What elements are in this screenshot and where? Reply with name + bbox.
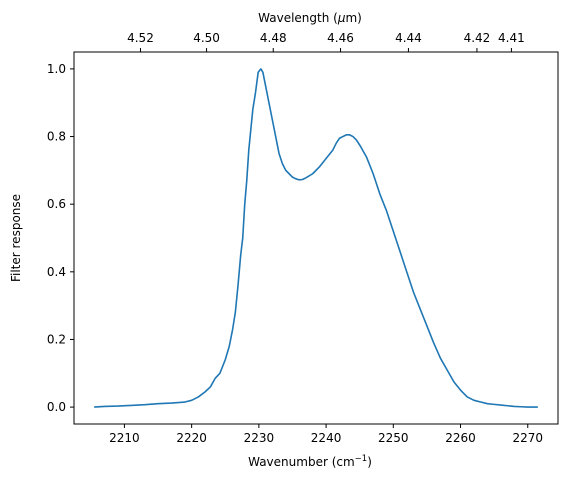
top-tick-label: 4.50	[193, 31, 220, 45]
y-tick-label: 0.8	[47, 130, 66, 144]
x-tick-label: 2270	[512, 431, 543, 445]
x-tick-label: 2210	[109, 431, 140, 445]
y-tick-label: 0.2	[47, 332, 66, 346]
top-axis-title: Wavelength (μm)	[258, 11, 362, 25]
filter-response-line	[94, 68, 538, 408]
top-tick-label: 4.42	[464, 31, 491, 45]
x-tick-label: 2250	[378, 431, 409, 445]
plot-frame	[73, 51, 559, 425]
y-tick-label: 0.4	[47, 265, 66, 279]
top-tick-label: 4.52	[127, 31, 154, 45]
y-axis: 0.0 0.2 0.4 0.6 0.8 1.0	[47, 62, 74, 414]
top-tick-label: 4.46	[327, 31, 354, 45]
top-tick-label: 4.41	[498, 31, 525, 45]
x-tick-label: 2260	[445, 431, 476, 445]
y-axis-title: Filter response	[9, 194, 23, 282]
x-tick-label: 2230	[244, 431, 275, 445]
top-tick-label: 4.48	[260, 31, 287, 45]
bottom-x-axis: 2210 2220 2230 2240 2250 2260 2270	[109, 424, 543, 445]
top-x-axis: 4.52 4.50 4.48 4.46 4.44 4.42 4.41	[127, 31, 525, 52]
x-axis-title: Wavenumber (cm−1)	[248, 454, 372, 469]
y-tick-label: 1.0	[47, 62, 66, 76]
x-tick-label: 2220	[176, 431, 207, 445]
y-tick-label: 0.6	[47, 197, 66, 211]
top-tick-label: 4.44	[395, 31, 422, 45]
y-tick-label: 0.0	[47, 400, 66, 414]
x-tick-label: 2240	[311, 431, 342, 445]
